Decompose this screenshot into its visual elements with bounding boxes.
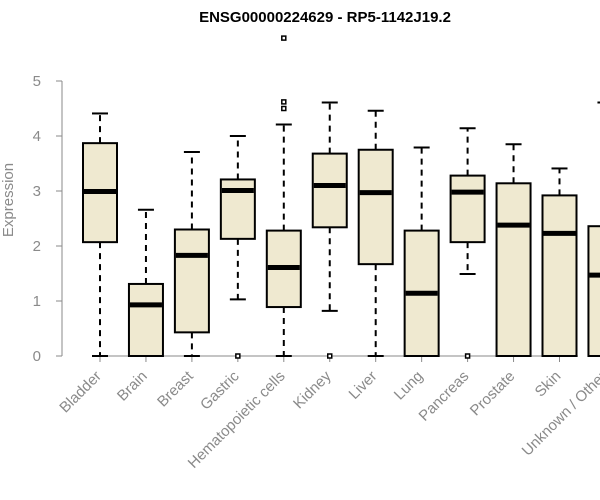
outlier-point (327, 353, 333, 359)
x-tick-label: Bladder (56, 368, 105, 417)
y-tick-label: 5 (33, 73, 41, 90)
y-tick-label: 2 (33, 238, 41, 255)
box-group (127, 208, 164, 358)
x-tick-label: Gastric (197, 367, 243, 413)
box-iqr (173, 228, 210, 334)
box-iqr (449, 174, 486, 244)
box-iqr (311, 152, 348, 229)
chart-title: ENSG00000224629 - RP5-1142J19.2 (199, 9, 451, 26)
outlier-point (281, 99, 287, 105)
box-group (311, 101, 348, 359)
box-group (403, 146, 440, 358)
x-tick-label: Brain (114, 368, 151, 405)
box-group (587, 101, 600, 357)
box-iqr (495, 182, 532, 357)
box-group (82, 112, 118, 357)
box-group (219, 135, 256, 359)
y-tick-label: 1 (33, 293, 41, 310)
y-axis-label: Expression (0, 163, 17, 237)
outlier-point (464, 353, 471, 359)
box-group (541, 167, 578, 357)
box-group (495, 143, 532, 357)
box-group (449, 127, 486, 359)
y-tick-label: 3 (33, 183, 41, 200)
outlier-point (281, 35, 287, 41)
box-iqr (541, 194, 578, 357)
box-iqr (587, 225, 600, 357)
y-tick-label: 0 (33, 348, 41, 365)
box-group (357, 109, 394, 357)
x-tick-label: Pancreas (416, 368, 473, 425)
box-iqr (127, 282, 164, 358)
box-iqr (357, 148, 394, 266)
x-tick-label: Liver (346, 368, 381, 403)
x-tick-label: Lung (391, 368, 427, 404)
outlier-point (235, 353, 241, 359)
y-tick-label: 4 (33, 128, 41, 145)
x-tick-label: Skin (532, 368, 565, 401)
x-tick-label: Prostate (467, 368, 519, 420)
x-tick-label: Kidney (290, 367, 335, 412)
x-tick-label: Breast (154, 367, 197, 410)
box-group (265, 35, 302, 357)
boxes-layer (82, 35, 600, 359)
outlier-point (281, 105, 287, 112)
box-group (173, 150, 210, 357)
